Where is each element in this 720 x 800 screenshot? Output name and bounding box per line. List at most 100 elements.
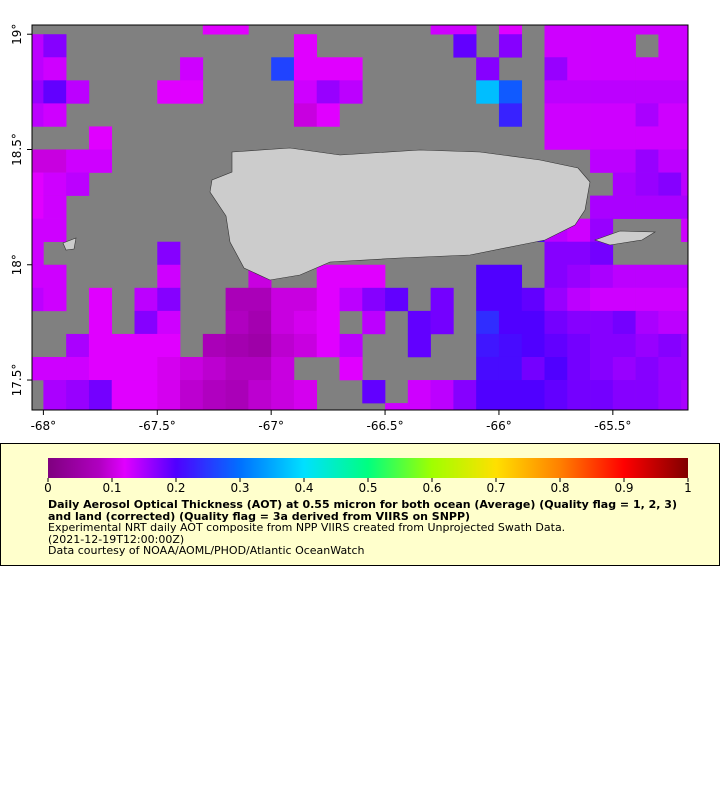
cell <box>567 25 591 35</box>
cell <box>66 403 90 410</box>
cell <box>567 57 591 81</box>
cell <box>180 57 204 81</box>
cell <box>43 80 67 104</box>
cell <box>590 149 614 173</box>
cell <box>681 149 688 173</box>
cell <box>567 264 591 289</box>
x-tick-label: -68° <box>31 419 57 433</box>
colorbar-tick-label: 0.4 <box>294 481 313 495</box>
cell <box>385 287 409 312</box>
cell <box>32 80 44 104</box>
cell <box>658 149 682 173</box>
cell <box>658 25 682 35</box>
colorbar-tick-label: 0.9 <box>614 481 633 495</box>
legend-title: Daily Aerosol Optical Thickness (AOT) at… <box>48 498 677 523</box>
cell <box>271 287 295 312</box>
cell <box>498 103 523 127</box>
cell <box>612 57 636 81</box>
cell <box>32 34 44 58</box>
cell <box>453 403 477 410</box>
cell <box>362 287 386 312</box>
y-tick-label: 18.5° <box>10 133 24 166</box>
cell <box>225 25 249 35</box>
cell <box>316 264 340 289</box>
cell <box>658 195 682 219</box>
cell <box>658 380 682 404</box>
cell <box>43 195 67 219</box>
cell <box>88 126 113 150</box>
cell <box>134 287 158 312</box>
cell <box>544 241 568 266</box>
cell <box>498 80 523 104</box>
cell <box>635 356 659 381</box>
cell <box>567 287 591 312</box>
cell <box>43 57 67 81</box>
cell <box>681 25 688 35</box>
cell <box>66 172 90 196</box>
cell <box>567 403 591 410</box>
cell <box>658 264 682 289</box>
cell <box>681 57 688 81</box>
cell <box>612 25 636 35</box>
cell <box>43 34 67 58</box>
cell <box>111 356 135 381</box>
cell <box>658 126 682 150</box>
cell <box>32 287 44 312</box>
cell <box>248 287 272 312</box>
cell <box>134 333 158 358</box>
cell <box>43 356 67 381</box>
cell <box>430 403 454 410</box>
cell <box>225 403 249 410</box>
x-tick-label: -66° <box>486 419 512 433</box>
cell <box>498 287 523 312</box>
cell <box>476 310 500 335</box>
cell <box>635 57 659 81</box>
cell <box>612 380 636 404</box>
cell <box>658 403 682 410</box>
cell <box>567 103 591 127</box>
cell <box>658 310 682 335</box>
cell <box>567 380 591 404</box>
cell <box>339 57 363 81</box>
cell <box>293 310 318 335</box>
cell <box>134 403 158 410</box>
cell <box>544 80 568 104</box>
cell <box>225 356 249 381</box>
cell <box>658 103 682 127</box>
cell <box>612 80 636 104</box>
cell <box>681 126 688 150</box>
cell <box>293 57 318 81</box>
colorbar-tick-label: 0.3 <box>230 481 249 495</box>
colorbar <box>48 458 688 478</box>
cell <box>567 126 591 150</box>
legend-text: Daily Aerosol Optical Thickness (AOT) at… <box>48 499 688 557</box>
cell <box>476 356 500 381</box>
x-tick-label: -66.5° <box>367 419 404 433</box>
cell <box>590 103 614 127</box>
cell <box>476 264 500 289</box>
cell <box>612 333 636 358</box>
cell <box>339 80 363 104</box>
cell <box>567 310 591 335</box>
cell <box>225 380 249 404</box>
cell <box>476 333 500 358</box>
legend-credit: Data courtesy of NOAA/AOML/PHOD/Atlantic… <box>48 544 365 557</box>
cell <box>248 356 272 381</box>
cell <box>430 25 454 35</box>
cell <box>43 103 67 127</box>
cell <box>293 333 318 358</box>
cell <box>111 333 135 358</box>
cell <box>590 34 614 58</box>
cell <box>498 403 523 410</box>
x-tick-label: -67° <box>258 419 284 433</box>
cell <box>612 103 636 127</box>
cell <box>202 333 226 358</box>
cell <box>635 25 659 35</box>
cell <box>544 333 568 358</box>
cell <box>88 403 113 410</box>
y-tick-label: 18° <box>10 254 24 275</box>
cell <box>658 356 682 381</box>
cell <box>157 241 181 266</box>
cell <box>157 310 181 335</box>
cell <box>32 218 44 243</box>
